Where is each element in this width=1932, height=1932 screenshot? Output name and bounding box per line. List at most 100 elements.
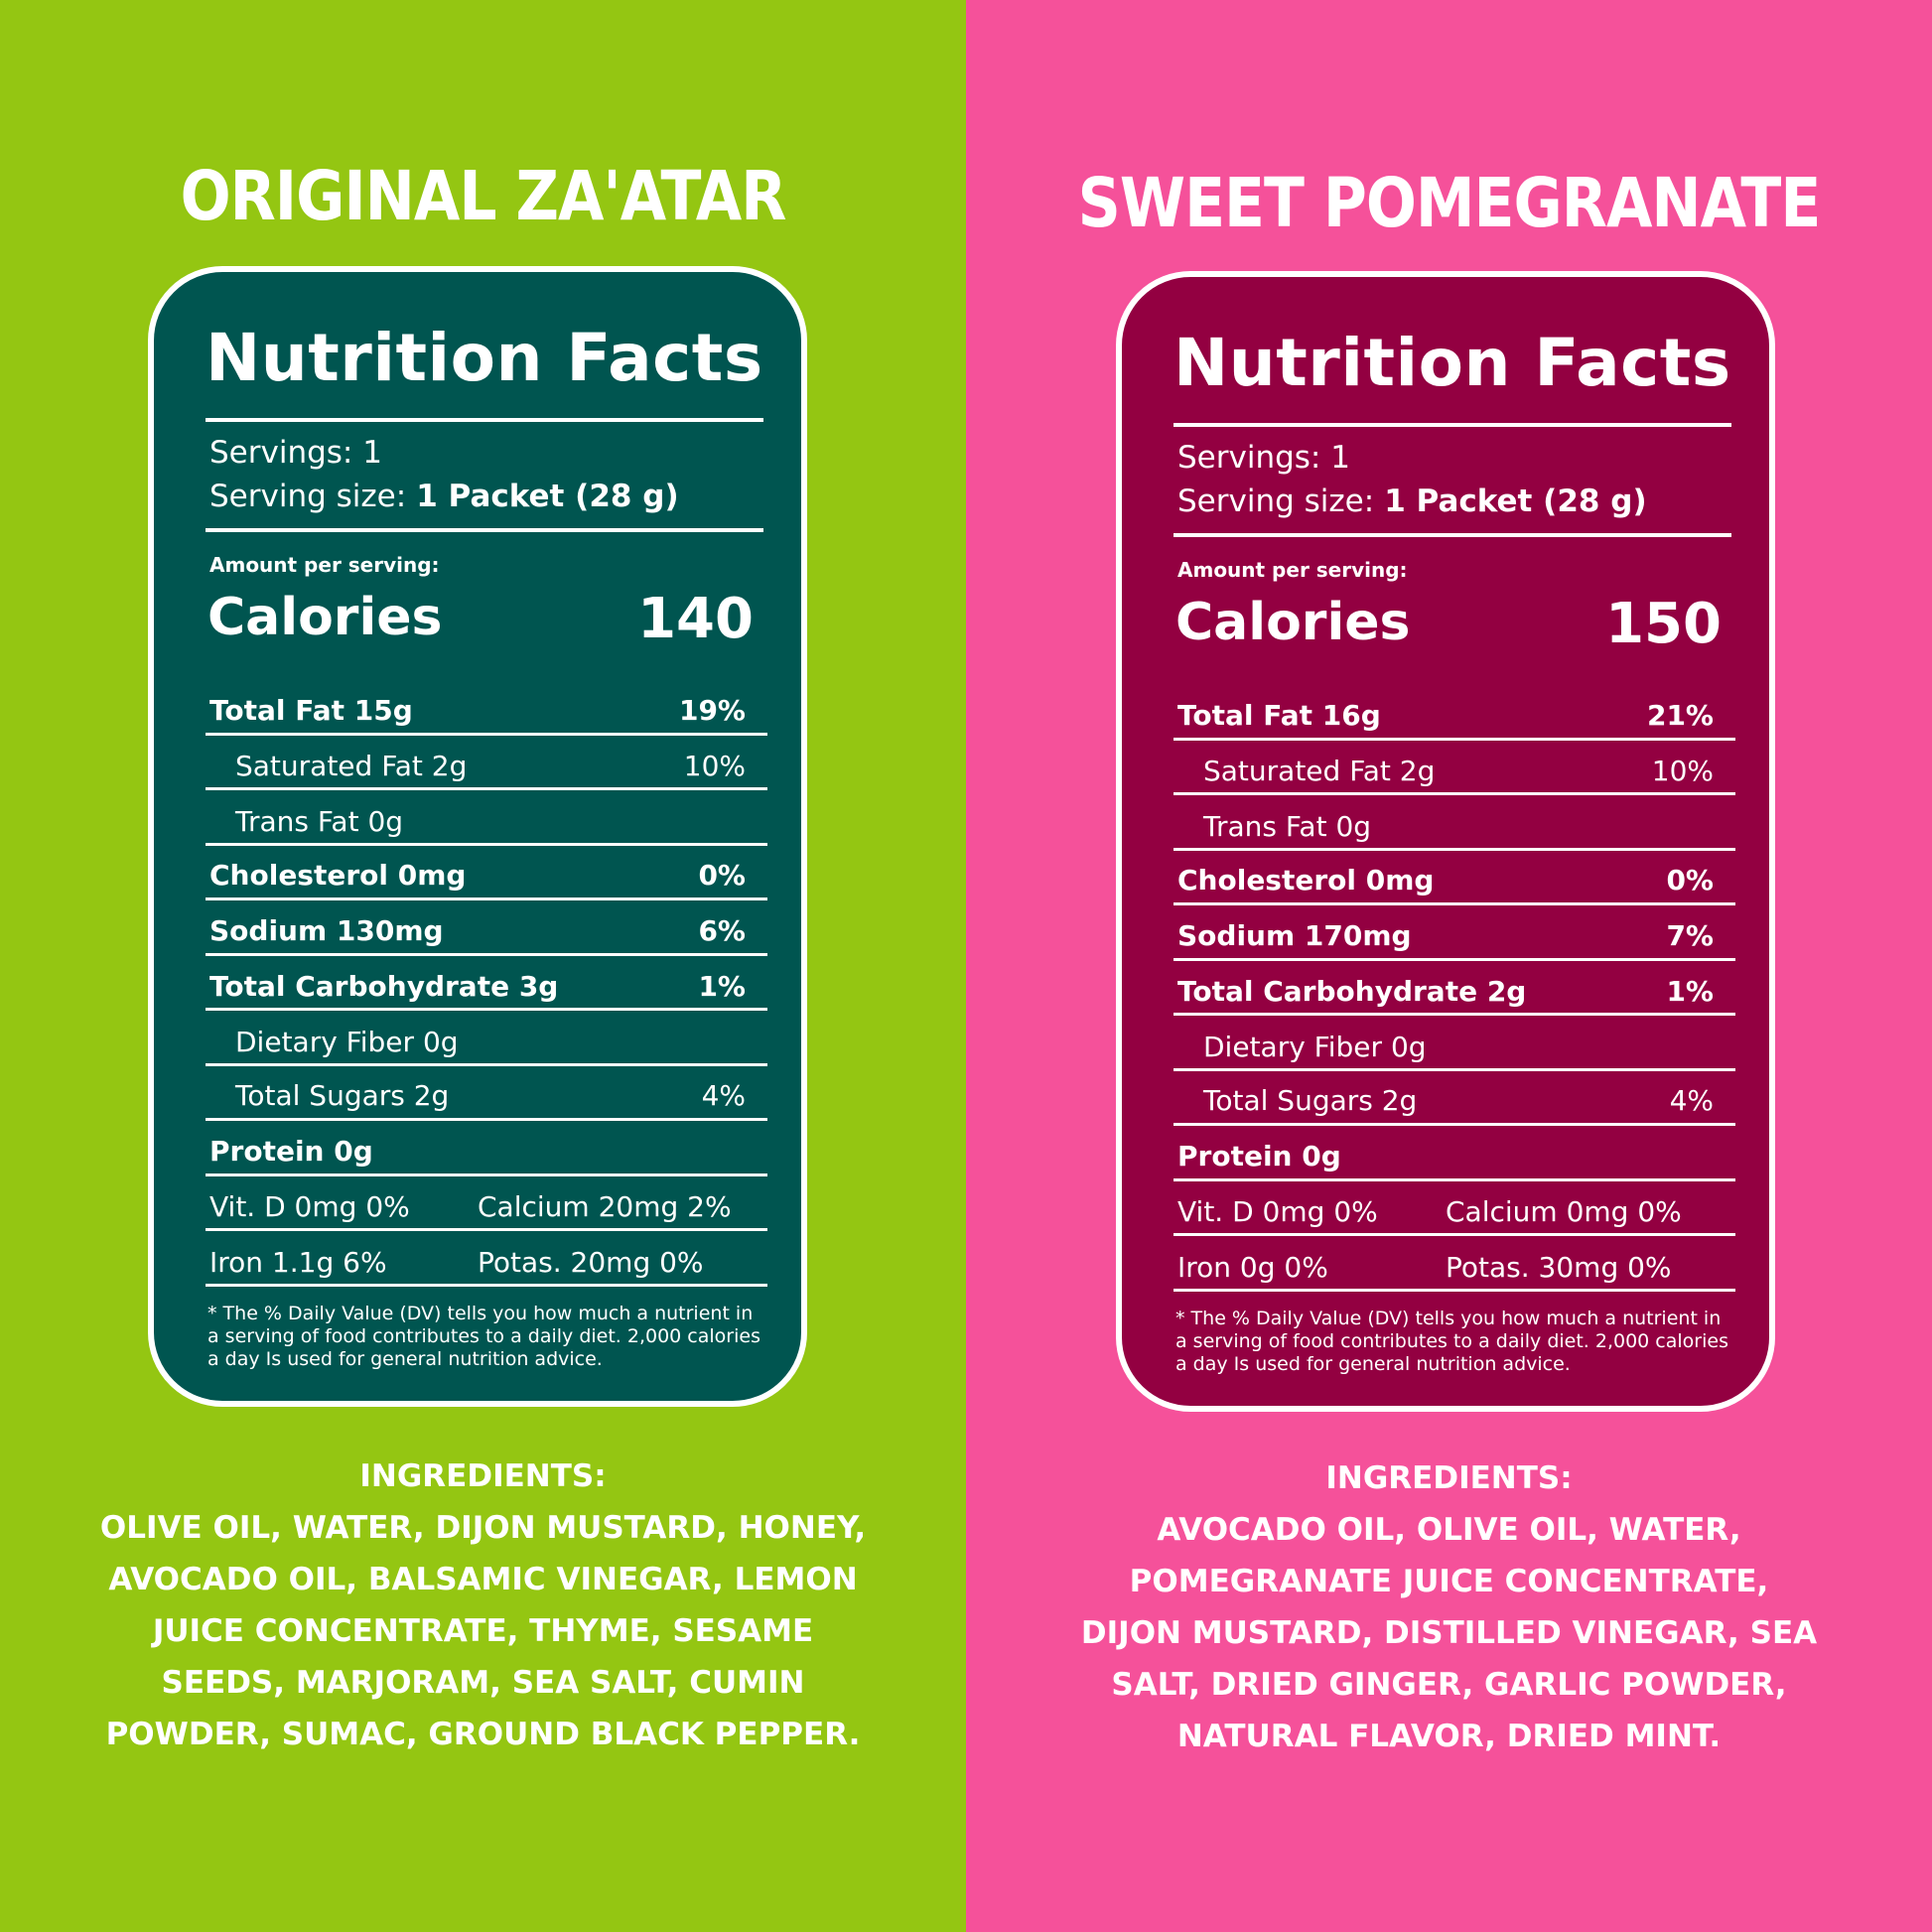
flavor-title: SWEET POMEGRANATE: [1077, 163, 1822, 244]
carbohydrate-dv: 1%: [1666, 975, 1714, 1008]
calories-label: Calories: [1175, 593, 1411, 652]
ingredients-line: POMEGRANATE JUICE CONCENTRATE,: [1129, 1564, 1769, 1599]
flavor-title: ORIGINAL ZA'ATAR: [180, 156, 787, 237]
ingredients-line: POWDER, SUMAC, GROUND BLACK PEPPER.: [105, 1717, 861, 1752]
daily-value-footnote: * The % Daily Value (DV) tells you how m…: [207, 1303, 760, 1370]
calories-value: 150: [1605, 592, 1722, 656]
sodium-dv: 7%: [1666, 919, 1714, 952]
carbohydrate-label: Total Carbohydrate 3g: [209, 970, 559, 1003]
protein-label: Protein 0g: [1177, 1140, 1341, 1173]
divider: [206, 953, 767, 956]
cholesterol-dv: 0%: [1666, 864, 1714, 897]
daily-value-footnote: * The % Daily Value (DV) tells you how m…: [1175, 1308, 1728, 1375]
amount-per-serving: Amount per serving:: [209, 553, 440, 577]
divider: [1173, 533, 1731, 537]
servings: Servings: 1: [1177, 440, 1350, 476]
ingredients: INGREDIENTS: AVOCADO OIL, OLIVE OIL, WAT…: [966, 1452, 1932, 1762]
divider: [1173, 1013, 1735, 1016]
divider: [1173, 423, 1731, 427]
divider: [1173, 1123, 1735, 1126]
serving-size-label: Serving size:: [1177, 483, 1375, 519]
serving-size: Serving size: 1 Packet (28 g): [1177, 486, 1647, 517]
nutrition-facts-label: Nutrition Facts Servings: 1 Serving size…: [1116, 271, 1775, 1412]
nutrition-facts-label: Nutrition Facts Servings: 1 Serving size…: [148, 266, 807, 1407]
calories-label: Calories: [207, 588, 443, 647]
protein-label: Protein 0g: [209, 1135, 373, 1168]
divider: [206, 1228, 767, 1231]
ingredients-line: OLIVE OIL, WATER, DIJON MUSTARD, HONEY,: [99, 1510, 867, 1546]
divider: [206, 787, 767, 790]
calcium: Calcium 0mg 0%: [1446, 1195, 1682, 1228]
amount-per-serving: Amount per serving:: [1177, 558, 1408, 582]
serving-size: Serving size: 1 Packet (28 g): [209, 482, 679, 512]
carbohydrate-dv: 1%: [698, 970, 746, 1003]
potassium: Potas. 30mg 0%: [1446, 1251, 1672, 1284]
left-panel-zaatar: ORIGINAL ZA'ATAR Nutrition Facts Serving…: [0, 0, 966, 1932]
total-fat-dv: 19%: [678, 694, 746, 727]
total-fat-label: Total Fat 16g: [1177, 699, 1381, 732]
serving-size-value: 1 Packet (28 g): [1384, 483, 1647, 519]
divider: [206, 733, 767, 736]
calcium: Calcium 20mg 2%: [478, 1190, 732, 1223]
trans-fat-label: Trans Fat 0g: [1203, 810, 1372, 843]
saturated-fat-label: Saturated Fat 2g: [1203, 755, 1436, 787]
divider: [1173, 738, 1735, 741]
total-sugars-dv: 4%: [1669, 1084, 1714, 1117]
nutrition-facts-heading: Nutrition Facts: [206, 320, 763, 396]
divider: [1173, 902, 1735, 905]
ingredients-line: SEEDS, MARJORAM, SEA SALT, CUMIN: [161, 1665, 805, 1701]
divider: [206, 1173, 767, 1176]
divider: [206, 1118, 767, 1121]
total-sugars-dv: 4%: [701, 1079, 746, 1112]
cholesterol-label: Cholesterol 0mg: [209, 859, 467, 892]
ingredients-title: INGREDIENTS:: [1325, 1460, 1573, 1496]
divider: [1173, 1233, 1735, 1236]
right-panel-pomegranate: SWEET POMEGRANATE Nutrition Facts Servin…: [966, 0, 1932, 1932]
ingredients-line: AVOCADO OIL, BALSAMIC VINEGAR, LEMON: [108, 1562, 858, 1597]
ingredients-line: AVOCADO OIL, OLIVE OIL, WATER,: [1157, 1512, 1741, 1548]
saturated-fat-dv: 10%: [683, 750, 746, 782]
iron: Iron 1.1g 6%: [209, 1246, 387, 1279]
calories-value: 140: [637, 587, 754, 651]
sodium-label: Sodium 170mg: [1177, 919, 1412, 952]
divider: [1173, 1068, 1735, 1071]
divider: [1173, 1178, 1735, 1181]
vitamin-d: Vit. D 0mg 0%: [209, 1190, 410, 1223]
divider: [206, 528, 763, 532]
cholesterol-label: Cholesterol 0mg: [1177, 864, 1435, 897]
ingredients-title: INGREDIENTS:: [359, 1458, 607, 1494]
divider: [206, 1284, 767, 1287]
vitamin-d: Vit. D 0mg 0%: [1177, 1195, 1378, 1228]
saturated-fat-label: Saturated Fat 2g: [235, 750, 468, 782]
ingredients-line: NATURAL FLAVOR, DRIED MINT.: [1176, 1719, 1722, 1754]
carbohydrate-label: Total Carbohydrate 2g: [1177, 975, 1527, 1008]
iron: Iron 0g 0%: [1177, 1251, 1328, 1284]
total-sugars-label: Total Sugars 2g: [1203, 1084, 1418, 1117]
divider: [1173, 1289, 1735, 1292]
ingredients-line: SALT, DRIED GINGER, GARLIC POWDER,: [1111, 1667, 1787, 1703]
total-sugars-label: Total Sugars 2g: [235, 1079, 450, 1112]
servings: Servings: 1: [209, 435, 382, 471]
saturated-fat-dv: 10%: [1651, 755, 1714, 787]
total-fat-label: Total Fat 15g: [209, 694, 413, 727]
serving-size-label: Serving size:: [209, 479, 407, 514]
divider: [206, 843, 767, 846]
divider: [206, 1008, 767, 1011]
serving-size-value: 1 Packet (28 g): [416, 479, 679, 514]
sodium-dv: 6%: [698, 914, 746, 947]
dietary-fiber-label: Dietary Fiber 0g: [235, 1026, 459, 1058]
divider: [1173, 958, 1735, 961]
divider: [206, 897, 767, 900]
potassium: Potas. 20mg 0%: [478, 1246, 704, 1279]
nutrition-facts-heading: Nutrition Facts: [1173, 325, 1731, 401]
total-fat-dv: 21%: [1646, 699, 1714, 732]
ingredients-line: DIJON MUSTARD, DISTILLED VINEGAR, SEA: [1080, 1615, 1818, 1651]
ingredients: INGREDIENTS: OLIVE OIL, WATER, DIJON MUS…: [0, 1450, 966, 1760]
divider: [1173, 848, 1735, 851]
divider: [206, 1063, 767, 1066]
dietary-fiber-label: Dietary Fiber 0g: [1203, 1031, 1427, 1063]
sodium-label: Sodium 130mg: [209, 914, 444, 947]
ingredients-line: JUICE CONCENTRATE, THYME, SESAME: [152, 1613, 814, 1649]
divider: [1173, 792, 1735, 795]
cholesterol-dv: 0%: [698, 859, 746, 892]
